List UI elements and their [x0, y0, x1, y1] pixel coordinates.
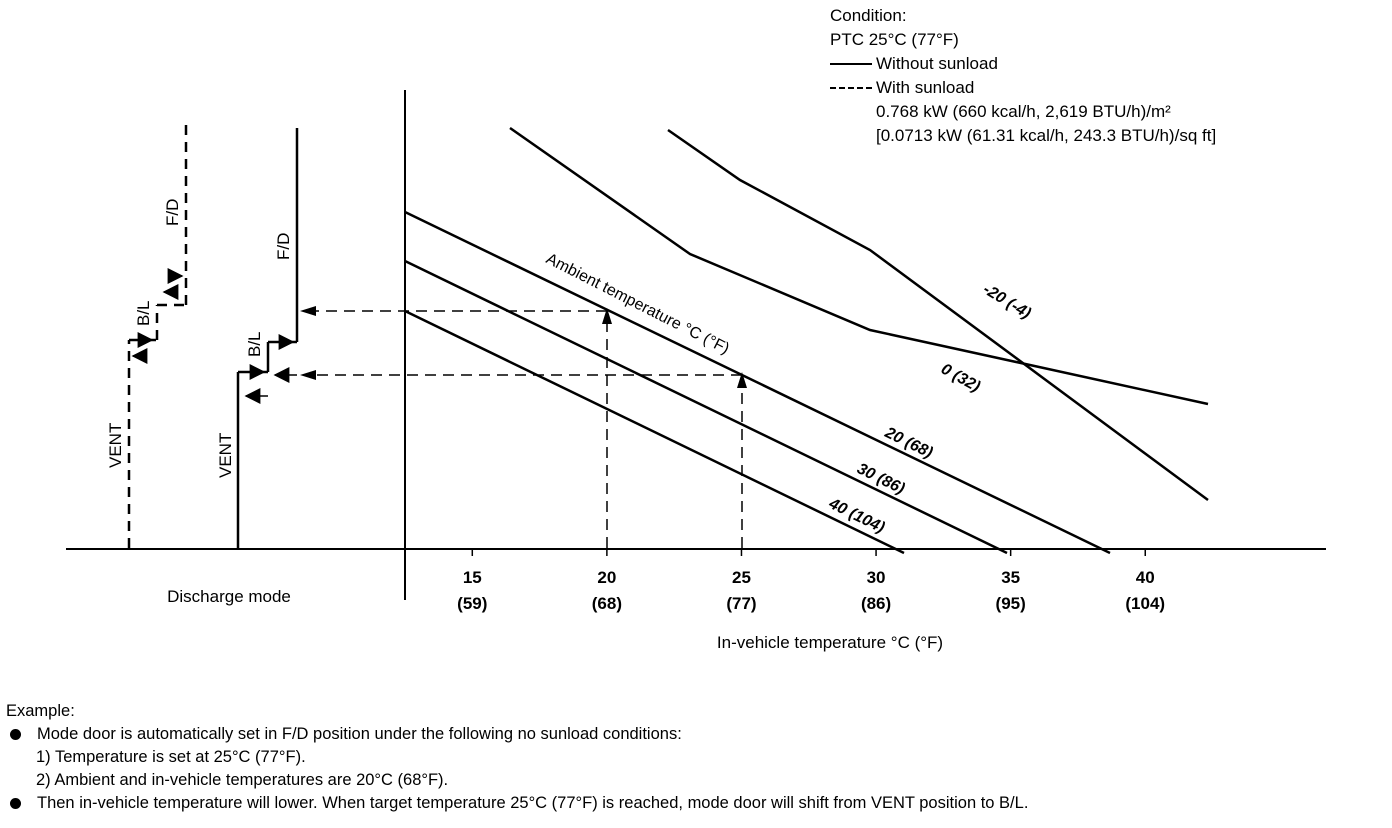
- notes-sub-2: 2) Ambient and in-vehicle temperatures a…: [36, 771, 449, 789]
- x-tick-label-f: (95): [996, 594, 1026, 613]
- example-guides: [312, 310, 743, 548]
- notes-bullet-2: Then in-vehicle temperature will lower. …: [6, 792, 1028, 815]
- notes-heading: Example:: [6, 702, 75, 720]
- sunload-line-1: 0.768 kW (660 kcal/h, 2,619 BTU/h)/m²: [876, 102, 1171, 121]
- sunload-line-2: [0.0713 kW (61.31 kcal/h, 243.3 BTU/h)/s…: [876, 126, 1217, 145]
- x-tick-label-f: (104): [1125, 594, 1165, 613]
- mode-fd-dashed: F/D: [163, 199, 182, 226]
- x-ticks: 15 (59) 20 (68) 25 (77) 30 (86) 35 (95) 40 (104): [457, 549, 1165, 613]
- discharge-with-sunload: [127, 125, 188, 548]
- solid-line-swatch: [830, 63, 872, 65]
- legend-solid-label: Without sunload: [876, 54, 998, 73]
- series-line-0: [509, 126, 1209, 406]
- x-tick-label-c: 25: [732, 568, 751, 587]
- discharge-mode-label: Discharge mode: [167, 587, 291, 606]
- bullet-icon: [10, 798, 21, 809]
- series-labels: -20 (-4)0 (32)20 (68)30 (86)40 (104): [825, 281, 1033, 537]
- mode-bl-dashed: B/L: [134, 300, 153, 326]
- x-axis-label: In-vehicle temperature °C (°F): [717, 633, 943, 652]
- series-line-2: [404, 210, 1111, 555]
- series-line-3: [404, 259, 1008, 555]
- mode-vent-dashed: VENT: [106, 423, 125, 468]
- condition-ptc: PTC 25°C (77°F): [830, 30, 959, 49]
- series-label-1: 0 (32): [938, 361, 983, 396]
- x-tick-label-f: (77): [726, 594, 756, 613]
- discharge-with-sunload-arrows: [131, 268, 184, 364]
- notes-bullet-1-text: Mode door is automatically set in F/D po…: [37, 725, 682, 743]
- x-tick-label-f: (86): [861, 594, 891, 613]
- series-lines: [404, 126, 1209, 555]
- notes-sub-1: 1) Temperature is set at 25°C (77°F).: [36, 748, 306, 766]
- mode-bl-solid: B/L: [245, 331, 264, 357]
- x-tick-label-c: 20: [597, 568, 616, 587]
- x-tick-label-c: 35: [1001, 568, 1020, 587]
- x-tick-label-f: (68): [592, 594, 622, 613]
- series-line-1: [667, 128, 1209, 502]
- bullet-icon: [10, 729, 21, 740]
- condition-heading: Condition:: [830, 6, 907, 25]
- x-tick-label-f: (59): [457, 594, 487, 613]
- discharge-without-sunload-arrows: [244, 334, 297, 404]
- mode-vent-solid: VENT: [216, 433, 235, 478]
- example-notes: Example: Mode door is automatically set …: [6, 700, 1028, 815]
- x-tick-label-c: 40: [1136, 568, 1155, 587]
- notes-bullet-1: Mode door is automatically set in F/D po…: [6, 723, 1028, 746]
- legend-dashed: With sunload: [830, 76, 1216, 100]
- notes-bullet-2-text: Then in-vehicle temperature will lower. …: [37, 794, 1029, 812]
- x-tick-label-c: 30: [867, 568, 886, 587]
- condition-legend: Condition: PTC 25°C (77°F) Without sunlo…: [830, 4, 1216, 148]
- dashed-line-swatch: [830, 87, 872, 89]
- legend-solid: Without sunload: [830, 52, 1216, 76]
- series-line-4: [404, 309, 905, 555]
- example-arrows: [300, 306, 747, 388]
- x-tick-label-c: 15: [463, 568, 482, 587]
- mode-fd-solid: F/D: [274, 233, 293, 260]
- series-label-0: -20 (-4): [980, 281, 1034, 323]
- legend-dashed-label: With sunload: [876, 78, 975, 97]
